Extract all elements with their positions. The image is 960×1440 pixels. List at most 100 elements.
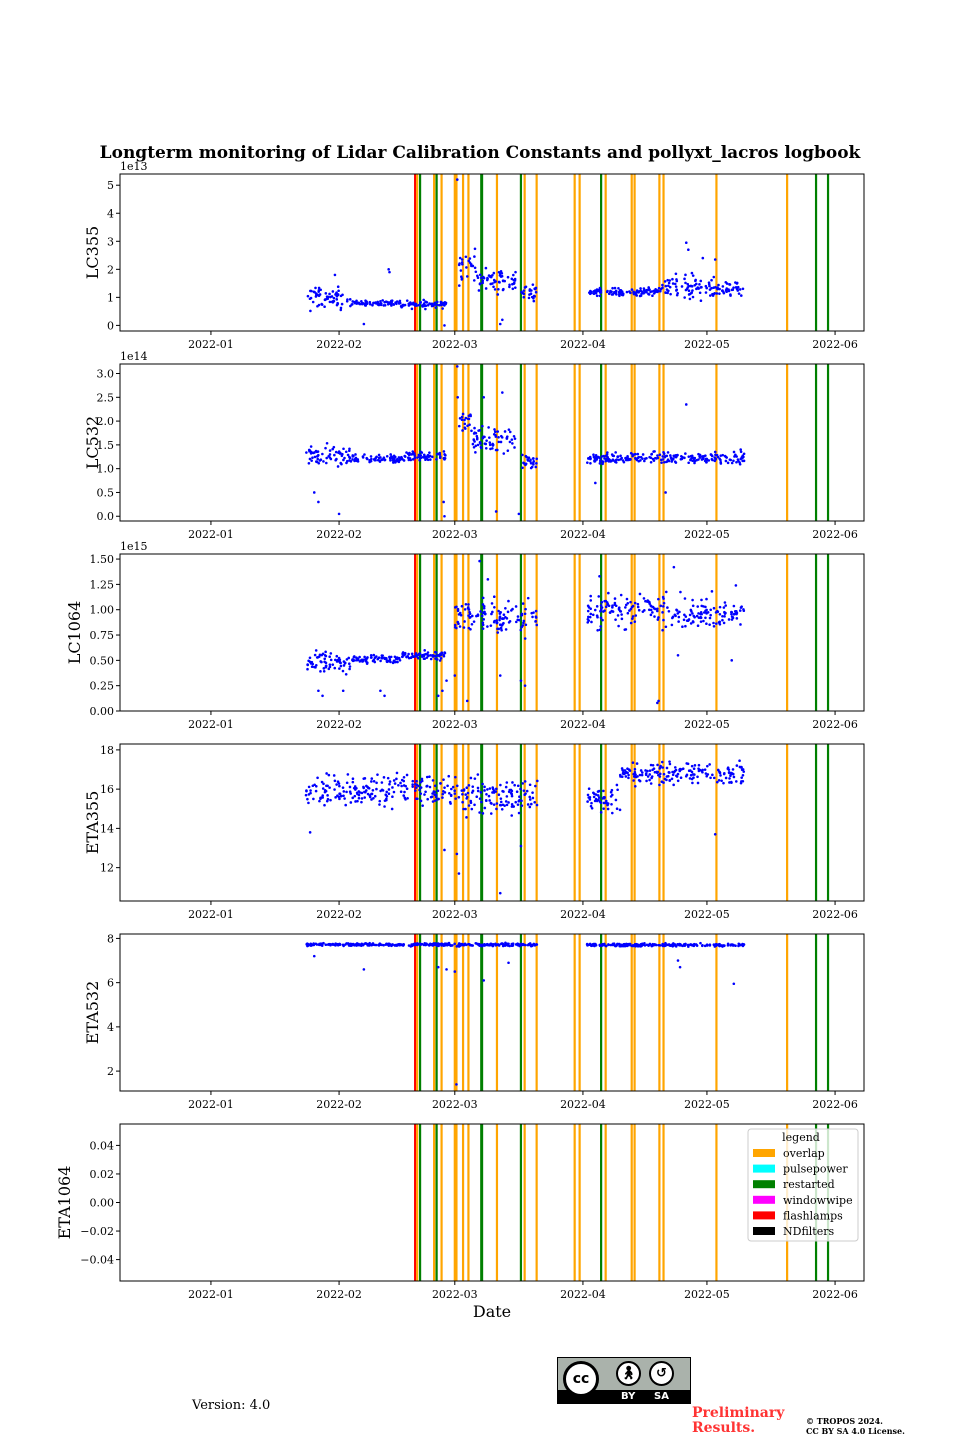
data-point [712,943,716,946]
data-point [618,808,622,812]
data-point [686,943,690,947]
data-point [442,450,446,453]
data-point [355,656,358,660]
data-point [616,614,620,617]
data-point [522,621,525,625]
data-point [657,943,660,947]
data-point [695,614,699,618]
data-point [586,609,590,613]
data-point [481,279,485,283]
data-point [493,280,496,284]
data-point [378,460,382,463]
data-point [511,781,514,784]
data-point [717,283,720,287]
data-point [661,458,665,461]
data-point [493,288,497,291]
data-point [429,657,433,661]
data-point [439,782,442,785]
data-point [508,283,511,287]
data-point [339,664,343,668]
data-point [478,811,481,814]
data-point [410,307,414,311]
data-point [729,458,733,462]
data-point [648,778,651,782]
data-point [485,792,488,796]
data-point [597,796,601,799]
data-point [411,302,414,306]
axes-frame [119,743,865,902]
data-point [478,797,482,800]
data-point [477,289,481,292]
data-point [369,455,373,458]
data-point [515,942,519,946]
data-point [330,295,334,298]
data-point [599,457,602,460]
data-point [626,601,630,605]
data-point [489,624,493,627]
data-point [465,699,469,703]
data-point [323,660,326,664]
data-point [611,606,614,609]
data-point [363,777,367,780]
data-point [649,782,653,785]
data-point [388,456,392,460]
data-point [637,779,641,782]
data-point [726,942,730,946]
data-point [681,767,685,771]
data-point [455,852,459,856]
data-point [689,622,693,625]
data-point [652,450,655,453]
data-point [349,792,353,795]
data-point [454,797,457,800]
data-point [524,792,527,795]
data-point [642,291,645,295]
data-point [731,768,735,771]
data-point [590,620,593,624]
data-point [343,456,346,460]
data-point [344,450,348,454]
x-tick-label: 2022-02 [316,718,362,731]
data-point [513,437,517,440]
data-point [632,775,636,778]
data-point [466,791,470,795]
data-point [381,299,385,302]
data-point [485,943,488,946]
data-point [451,944,454,947]
data-point [392,460,396,464]
data-point [602,796,606,799]
x-tick-label: 2022-04 [560,528,606,541]
data-point [650,605,653,608]
data-point [509,791,513,795]
data-point [667,289,670,293]
y-axis-label: ETA1064 [55,1166,74,1240]
data-point [732,604,736,608]
x-tick-label: 2022-03 [432,528,478,541]
data-point [528,798,532,801]
x-tick-label: 2022-03 [432,338,478,351]
data-point [426,797,429,801]
data-point [742,452,746,456]
data-point [428,454,432,458]
data-point [320,944,324,947]
data-point [324,789,328,793]
data-point [468,616,472,619]
legend-box [747,1128,859,1242]
data-point [633,452,637,456]
y-tick-label: 4 [107,207,114,220]
data-point [599,604,603,607]
data-point [338,784,341,788]
data-point [522,619,526,623]
data-point [379,299,382,303]
data-point [520,804,524,807]
data-point [688,777,692,780]
data-point [321,694,324,698]
y-tick-label: 0.5 [97,486,115,499]
data-point [345,790,348,794]
data-point [608,611,612,614]
data-point [393,782,397,785]
y-offset-label: 1e14 [120,350,148,363]
data-point [417,784,420,788]
data-point [473,247,477,251]
data-point [429,795,433,799]
